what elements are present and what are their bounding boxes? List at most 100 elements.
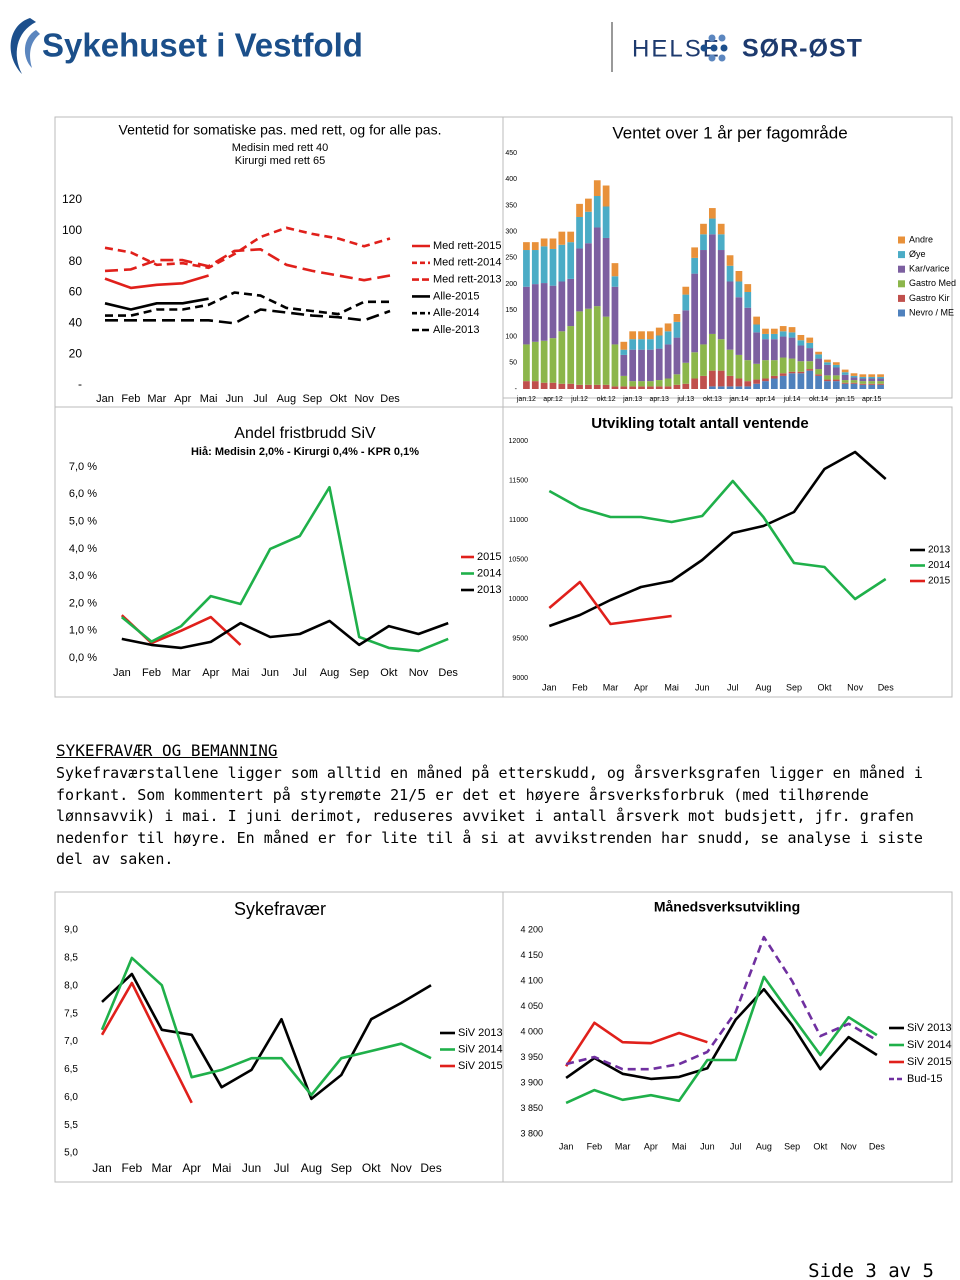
bar-segment	[859, 374, 867, 377]
section-paragraph: Sykefraværstallene ligger som alltid en …	[56, 764, 923, 869]
series-line	[100, 956, 432, 1097]
bar-segment	[585, 211, 592, 244]
x-tick-label: Des	[438, 667, 458, 679]
bar-segment	[700, 344, 707, 376]
legend-label: 2014	[928, 560, 951, 571]
bar-segment	[673, 337, 681, 375]
bar-segment	[726, 265, 734, 282]
bar-segment	[850, 382, 858, 384]
bar-segment	[797, 371, 805, 374]
bar-segment	[708, 208, 716, 219]
y-tick-label: 9000	[512, 675, 528, 682]
bar-segment	[638, 339, 645, 350]
x-tick-label: Aug	[277, 393, 297, 405]
x-tick-label: Apr	[202, 667, 219, 679]
bar-segment	[877, 378, 884, 382]
legend-swatch	[898, 294, 905, 302]
bar-segment	[726, 386, 734, 389]
bar-segment	[531, 341, 539, 382]
y-tick-label: -	[78, 377, 82, 391]
bar-segment	[629, 331, 637, 340]
bar-segment	[682, 383, 690, 389]
y-tick-label: 60	[69, 285, 83, 299]
y-tick-label: 1,0 %	[69, 625, 97, 637]
bar-segment	[593, 384, 601, 389]
bar-segment	[620, 386, 628, 389]
y-tick-label: 0,0 %	[69, 652, 97, 664]
logo-swoosh	[24, 30, 40, 68]
bar-segment	[593, 306, 601, 385]
bar-segment	[841, 374, 849, 381]
bar-segment	[788, 373, 796, 389]
bar-segment	[576, 216, 583, 249]
bar-segment	[629, 339, 637, 350]
bar-segment	[815, 374, 822, 376]
bar-segment	[567, 326, 575, 384]
bar-segment	[797, 334, 805, 341]
bar-segment	[797, 361, 805, 372]
bar-segment	[788, 327, 796, 333]
series-line	[105, 308, 391, 325]
y-tick-label: 4,0 %	[69, 543, 97, 555]
y-tick-label: 6,0 %	[69, 488, 97, 500]
series-line	[120, 485, 449, 653]
x-tick-label: Apr	[644, 1141, 658, 1151]
bar-segment	[868, 374, 876, 377]
bar-segment	[806, 370, 814, 389]
legend-label: Øye	[909, 249, 926, 259]
bar-segment	[682, 362, 690, 384]
bar-segment	[567, 383, 575, 389]
x-tick-label: jul.14	[783, 396, 801, 403]
logo-text: HELSE	[632, 35, 721, 62]
bar-segment	[824, 381, 831, 389]
y-tick-label: 3 950	[520, 1052, 543, 1062]
logo-dot	[700, 44, 708, 52]
bar-segment	[806, 348, 814, 362]
x-tick-label: apr.14	[756, 396, 776, 403]
x-tick-label: Aug	[301, 1161, 322, 1175]
x-tick-label: Sep	[331, 1161, 353, 1175]
bar-segment	[708, 234, 716, 334]
x-tick-label: Jun	[226, 393, 244, 405]
x-tick-label: Des	[420, 1161, 441, 1175]
y-tick-label: 100	[62, 223, 82, 237]
bar-segment	[877, 383, 884, 385]
x-tick-label: jan.14	[728, 396, 748, 403]
legend-label: SiV 2015	[458, 1060, 503, 1072]
bar-segment	[531, 284, 539, 342]
bar-segment	[673, 384, 681, 389]
logo-dot	[708, 54, 716, 62]
bar-segment	[576, 384, 583, 389]
x-tick-label: Apr	[174, 393, 191, 405]
bar-segment	[753, 363, 760, 380]
bar-segment	[531, 381, 539, 389]
bar-segment	[620, 349, 628, 355]
x-tick-label: apr.12	[543, 396, 563, 403]
y-tick-label: 100	[505, 333, 517, 340]
legend-label: Alle-2015	[433, 290, 479, 302]
bar-segment	[850, 373, 858, 376]
y-tick-label: 4 050	[520, 1001, 543, 1011]
x-tick-label: okt.14	[809, 396, 828, 403]
x-tick-label: Okt	[362, 1161, 381, 1175]
bar-segment	[717, 234, 725, 251]
bar-segment	[611, 386, 619, 389]
x-tick-label: jul.12	[570, 396, 588, 403]
x-tick-label: okt.13	[703, 396, 722, 403]
x-tick-label: Mar	[172, 667, 191, 679]
x-tick-label: Mai	[200, 393, 218, 405]
bar-segment	[770, 339, 778, 361]
bar-segment	[655, 335, 663, 349]
x-tick-label: Sep	[349, 667, 369, 679]
bar-segment	[744, 291, 752, 308]
legend-label: Med rett-2015	[433, 240, 501, 252]
logo-dot	[708, 34, 716, 42]
series-line	[105, 291, 390, 317]
bar-segment	[585, 198, 592, 212]
bar-segment	[558, 331, 566, 384]
x-tick-label: Nov	[409, 667, 429, 679]
x-tick-label: Mar	[615, 1141, 631, 1151]
bar-segment	[815, 351, 822, 355]
bar-segment	[779, 375, 787, 389]
y-tick-label: 10500	[509, 556, 529, 563]
